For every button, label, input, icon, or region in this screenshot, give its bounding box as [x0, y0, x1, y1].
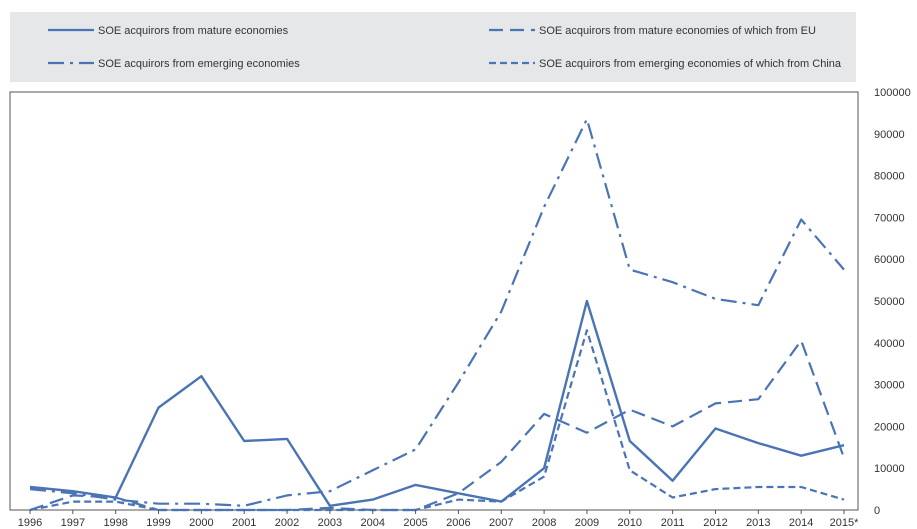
y-tick-label: 40000	[874, 338, 905, 350]
legend-entries: SOE acquirors from mature economies SOE a…	[48, 25, 842, 70]
x-tick-label: 2010	[618, 517, 642, 529]
series-line-soe-acquirors-from-emerging-economies-of-which-from-china	[29, 329, 845, 512]
x-tick-label: 2004	[360, 517, 384, 529]
y-tick-label: 50000	[874, 296, 905, 308]
legend-label: SOE acquirors from emerging economies	[98, 58, 300, 70]
x-tick-label: 2006	[446, 517, 470, 529]
x-tick-label: 1999	[146, 517, 170, 529]
legend-label: SOE acquirors from emerging economies of…	[539, 58, 842, 70]
series-line-soe-acquirors-from-mature-economies-of-which-from-eu	[29, 339, 846, 512]
x-tick-label: 2015*	[830, 517, 859, 529]
y-axis: 0 10000 20000 30000 40000 50000 60000 70000 8000…	[874, 87, 911, 517]
x-tick-label: 2002	[275, 517, 299, 529]
x-axis: 1996 1997 1998 1999 2000 2001 2002 2003 2004 2005…	[18, 510, 859, 529]
y-tick-label: 100000	[874, 87, 911, 99]
x-tick-label: 2005	[403, 517, 427, 529]
x-tick-label: 2001	[232, 517, 256, 529]
x-tick-label: 2007	[489, 517, 513, 529]
y-tick-label: 10000	[874, 463, 905, 475]
y-tick-label: 60000	[874, 254, 905, 266]
y-tick-label: 80000	[874, 171, 905, 183]
y-tick-label: 70000	[874, 212, 905, 224]
x-tick-label: 1996	[18, 517, 42, 529]
series-line-soe-acquirors-from-emerging-economies	[29, 118, 845, 507]
x-tick-label: 1997	[61, 517, 85, 529]
x-tick-label: 2003	[318, 517, 342, 529]
x-tick-label: 1998	[103, 517, 127, 529]
y-tick-label: 90000	[874, 129, 905, 141]
series-line-soe-acquirors-from-mature-economies	[29, 299, 845, 507]
x-tick-label: 2009	[575, 517, 599, 529]
x-tick-label: 2011	[661, 517, 685, 529]
x-tick-label: 2000	[189, 517, 213, 529]
x-tick-label: 2014	[789, 517, 813, 529]
y-tick-label: 0	[874, 505, 880, 517]
legend-label: SOE acquirors from mature economies	[98, 25, 289, 37]
x-tick-label: 2008	[532, 517, 556, 529]
legend	[10, 12, 856, 82]
y-tick-label: 30000	[874, 380, 905, 392]
legend-label: SOE acquirors from mature economies of w…	[539, 25, 816, 37]
series-lines	[29, 118, 846, 512]
y-tick-label: 20000	[874, 421, 905, 433]
x-tick-label: 2012	[703, 517, 727, 529]
x-tick-label: 2013	[746, 517, 770, 529]
plot-area	[9, 91, 859, 511]
